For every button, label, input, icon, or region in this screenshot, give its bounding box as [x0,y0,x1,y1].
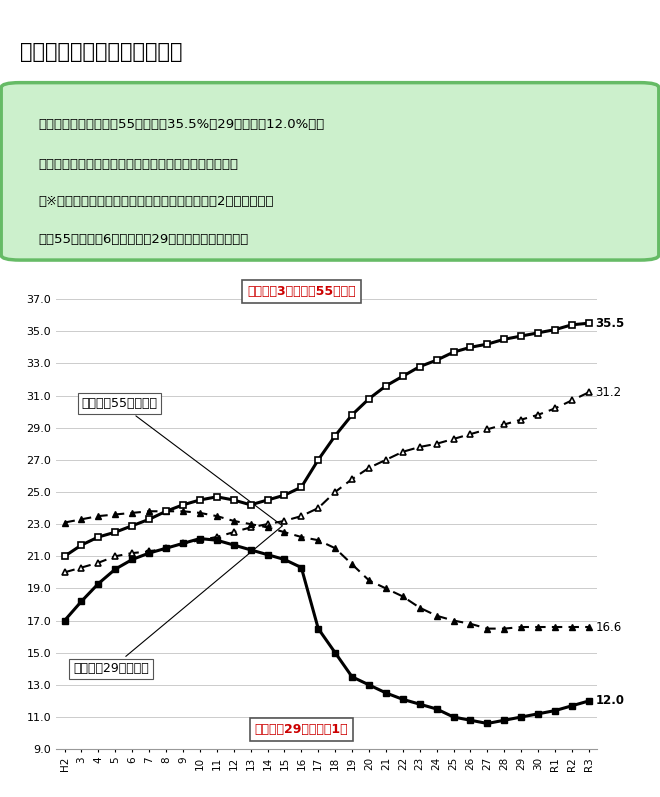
Text: 齢化が進行し、次世代への技術承継が大きな課題。: 齢化が進行し、次世代への技術承継が大きな課題。 [38,158,238,171]
Text: 16.6: 16.6 [595,621,622,634]
Text: 55歳以上が6万人減少（29歳以下は増減なし）。: 55歳以上が6万人減少（29歳以下は増減なし）。 [38,234,249,246]
Text: 建設業就業者の高齢化の進行: 建設業就業者の高齢化の進行 [20,41,182,62]
Text: 〇　建設業就業者は、55歳以上が35.5%、29歳以下が12.0%と高: 〇 建設業就業者は、55歳以上が35.5%、29歳以下が12.0%と高 [38,118,325,131]
Text: 35.5: 35.5 [595,316,625,330]
Text: 建設業：3割以上が55歳以上: 建設業：3割以上が55歳以上 [247,285,356,297]
Text: 建設業：29歳以下は1割: 建設業：29歳以下は1割 [255,724,348,736]
FancyBboxPatch shape [1,83,659,260]
Text: 全産業（29歳以下）: 全産業（29歳以下） [73,526,282,675]
Text: ※実数ベースでは、建設業就業者数のうち令和2年と比較して: ※実数ベースでは、建設業就業者数のうち令和2年と比較して [38,194,274,208]
Text: 12.0: 12.0 [595,694,624,708]
Text: 31.2: 31.2 [595,386,622,398]
Text: 全産業（55歳以上）: 全産業（55歳以上） [81,397,282,526]
